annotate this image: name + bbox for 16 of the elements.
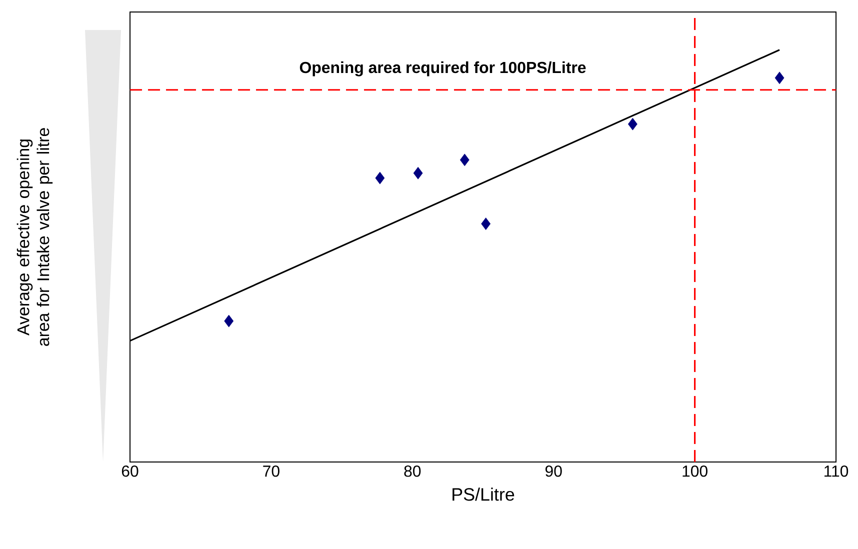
x-tick-label: 100 (682, 466, 708, 477)
x-tick-label: 80 (404, 466, 421, 477)
point (460, 154, 470, 166)
point (628, 118, 638, 130)
point (224, 314, 234, 328)
y-axis-title: Average effective opening area for Intake valve per litre (16, 128, 53, 346)
point (774, 72, 784, 84)
x-tick-label: 60 (122, 466, 138, 477)
x-tick-label: 90 (545, 466, 562, 477)
point (375, 172, 385, 184)
point (481, 218, 491, 230)
ref-line-label: Opening area required for 100PS/Litre (300, 61, 586, 76)
x-tick-label: 110 (824, 466, 848, 477)
point (413, 166, 423, 180)
x-tick-label: 70 (263, 466, 280, 477)
x-axis-title: PS/Litre (452, 488, 514, 501)
